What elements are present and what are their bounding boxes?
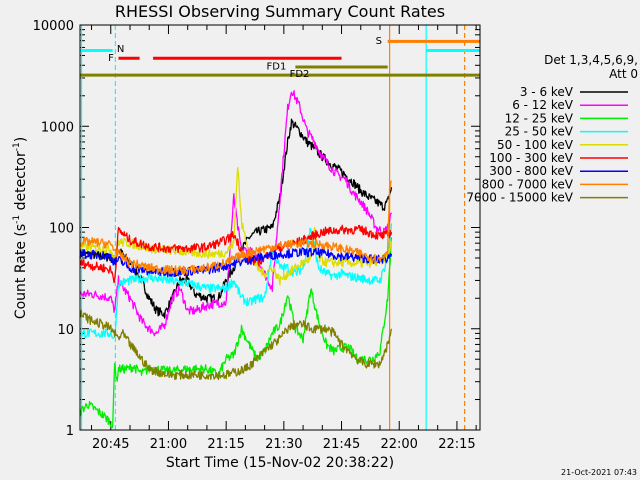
legend-label: 3 - 6 keV	[520, 85, 574, 99]
legend-label: 50 - 100 keV	[497, 138, 574, 152]
series-line-8	[79, 309, 393, 381]
legend-label: 100 - 300 keV	[489, 151, 573, 165]
x-tick-label: 21:15	[207, 437, 244, 452]
vertical-markers	[80, 25, 466, 430]
y-axis-label-sup1: -1	[12, 215, 22, 224]
flag-label-fd1: FD1	[267, 61, 287, 72]
x-tick-label: 21:30	[265, 437, 302, 452]
series-line-5	[79, 224, 393, 284]
x-axis-ticks: 20:45 21:00 21:15 21:30 21:45 22:00 22:15	[91, 25, 477, 452]
y-axis-ticks: 1 10 100 1000 10000	[33, 19, 480, 439]
y-tick-label: 10	[57, 323, 74, 338]
y-tick-label: 1	[66, 424, 74, 439]
x-tick-label: 20:45	[92, 437, 129, 452]
flag-label-f: F	[108, 53, 114, 64]
legend-label: 6 - 12 keV	[512, 98, 574, 112]
flag-label-fd2: FD2	[290, 69, 310, 80]
x-axis-label: Start Time (15-Nov-02 20:38:22)	[166, 455, 394, 471]
legend-label: 12 - 25 keV	[505, 111, 574, 125]
series-line-4	[79, 167, 393, 286]
y-tick-label: 1000	[41, 120, 74, 135]
legend-label: 25 - 50 keV	[505, 125, 574, 139]
count-rate-series	[79, 90, 393, 429]
y-axis-label-end: )	[13, 137, 29, 142]
y-axis-label-main: Count Rate (s	[13, 224, 29, 319]
x-tick-label: 22:00	[380, 437, 417, 452]
series-line-7	[79, 180, 393, 276]
x-tick-label: 21:45	[323, 437, 360, 452]
y-axis-label-mid: detector	[13, 151, 29, 215]
series-line-6	[79, 247, 393, 278]
chart-title: RHESSI Observing Summary Count Rates	[115, 2, 445, 21]
y-tick-label: 100	[49, 222, 74, 237]
legend-header-detectors: Det 1,3,4,5,6,9,	[544, 53, 638, 67]
timestamp: 21-Oct-2021 07:43	[561, 468, 637, 477]
legend-label: 300 - 800 keV	[489, 164, 573, 178]
legend-label: 800 - 7000 keV	[482, 177, 574, 191]
x-tick-label: 21:00	[150, 437, 187, 452]
y-axis-label: Count Rate (s-1 detector-1)	[12, 137, 29, 319]
legend-header-attenuator: Att 0	[609, 67, 638, 81]
flag-label-n: N	[117, 44, 124, 55]
flag-label-s: S	[376, 36, 382, 47]
x-tick-label: 22:15	[438, 437, 475, 452]
legend-label: 7000 - 15000 keV	[466, 191, 573, 205]
series-line-3	[79, 223, 393, 339]
y-tick-label: 10000	[33, 19, 74, 34]
y-axis-label-sup2: -1	[12, 142, 22, 151]
plot-frame	[79, 24, 481, 431]
